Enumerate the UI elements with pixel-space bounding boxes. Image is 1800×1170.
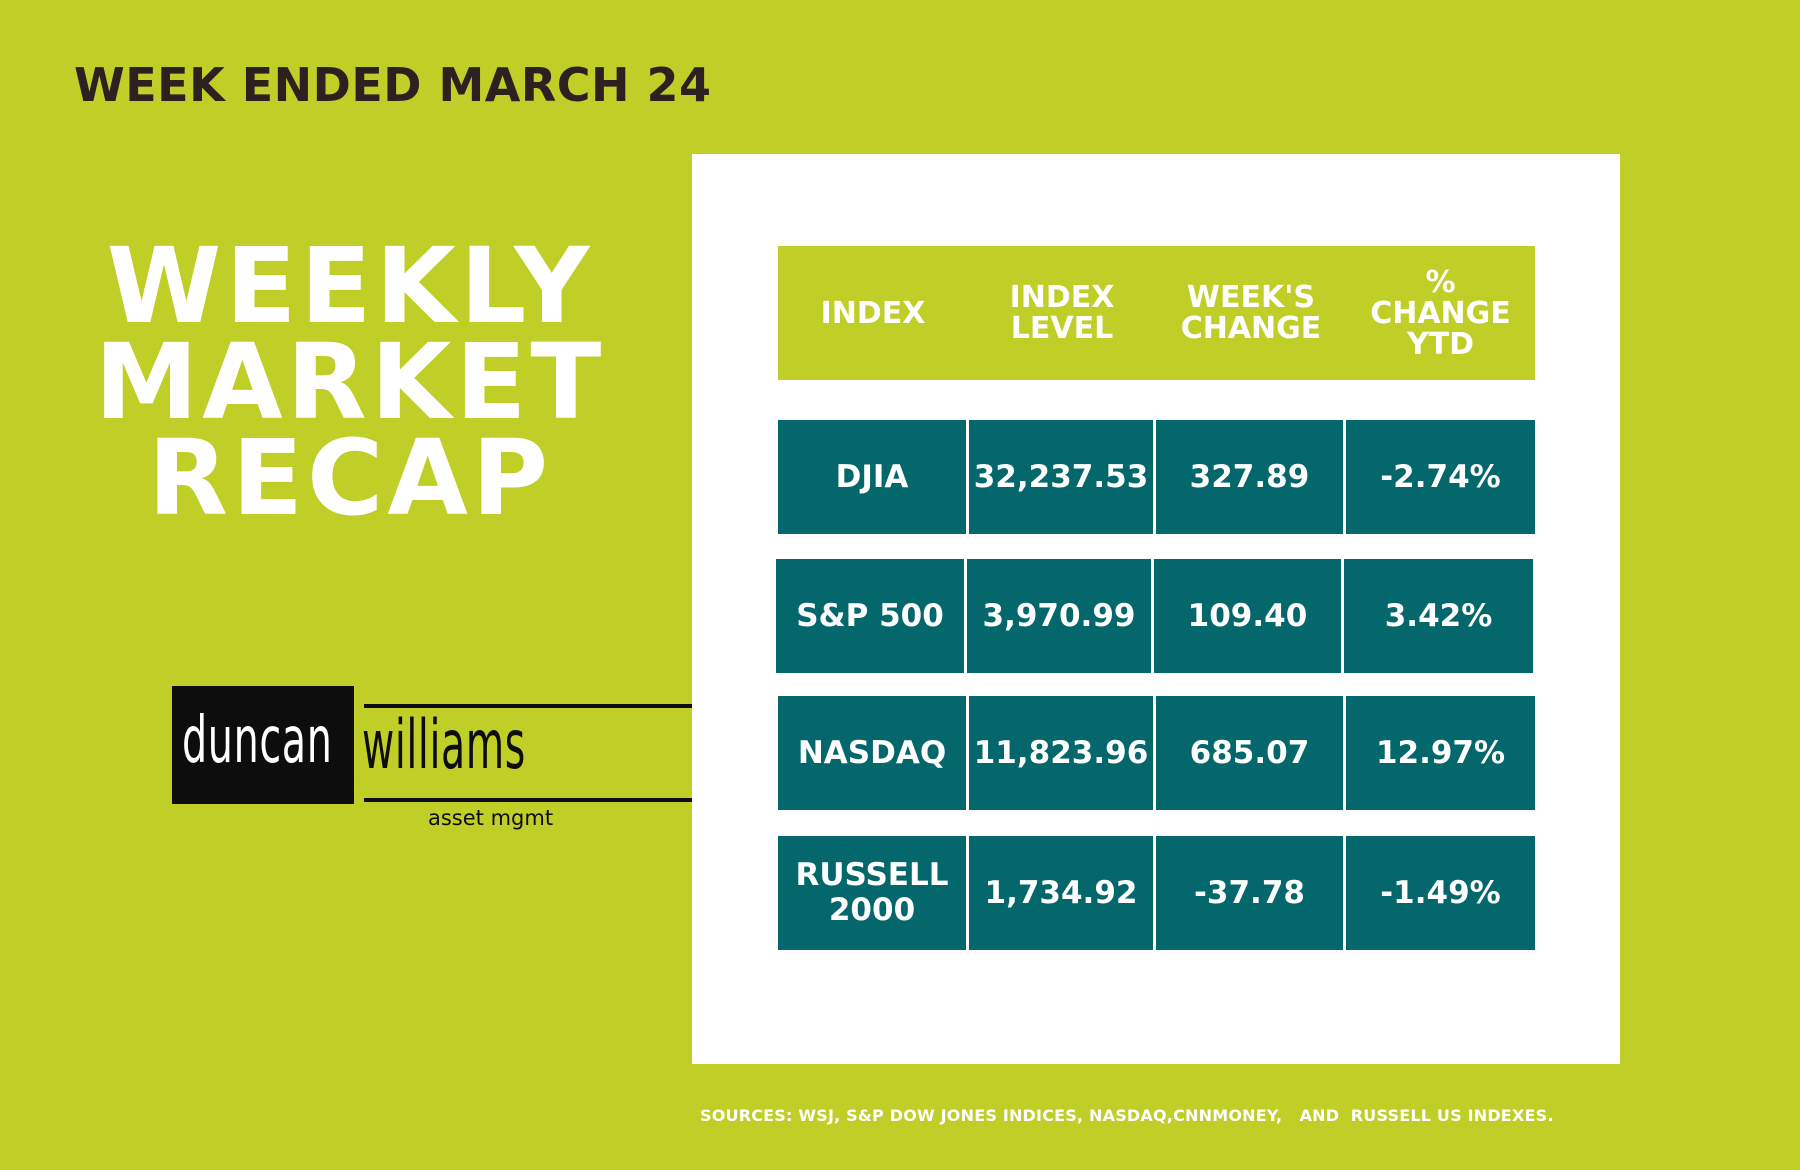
header-weeks-change: WEEK'S CHANGE — [1156, 246, 1346, 380]
cell-index-line1: RUSSELL — [795, 857, 949, 893]
table-header-row: INDEX INDEX LEVEL WEEK'S CHANGE % CHANGE… — [778, 246, 1535, 380]
cell-weeks-change: 327.89 — [1156, 420, 1343, 534]
logo-subtitle: asset mgmt — [428, 806, 554, 830]
logo-bottom-rule — [364, 798, 710, 802]
cell-index-level: 32,237.53 — [969, 420, 1153, 534]
cell-index-level: 11,823.96 — [969, 696, 1153, 810]
cell-index-level: 3,970.99 — [967, 559, 1151, 673]
cell-index: RUSSELL 2000 — [778, 836, 966, 950]
page-title: WEEKLY MARKET RECAP — [60, 225, 640, 539]
header-index: INDEX — [778, 246, 968, 380]
header-pct-line1: % — [1425, 264, 1456, 300]
cell-weeks-change: 109.40 — [1154, 559, 1341, 673]
title-line-3: RECAP — [147, 417, 553, 539]
header-weeks-change-line2: CHANGE — [1180, 311, 1322, 346]
header-index-level-line2: LEVEL — [1010, 311, 1114, 346]
logo-duncan-text: duncan — [182, 704, 333, 778]
week-ended-label: WEEK ENDED MARCH 24 — [74, 58, 712, 112]
cell-pct-ytd: -2.74% — [1346, 420, 1535, 534]
logo-black-box: duncan — [172, 686, 354, 804]
sources-footnote: SOURCES: WSJ, S&P DOW JONES INDICES, NAS… — [700, 1106, 1554, 1125]
cell-weeks-change: -37.78 — [1156, 836, 1343, 950]
logo-williams-text: williams — [362, 706, 526, 785]
table-row: S&P 500 3,970.99 109.40 3.42% — [776, 559, 1533, 673]
duncan-williams-logo: duncan williams asset mgmt — [172, 686, 710, 834]
title-line-2: MARKET — [94, 321, 606, 443]
table-row: RUSSELL 2000 1,734.92 -37.78 -1.49% — [778, 836, 1535, 950]
cell-pct-ytd: -1.49% — [1346, 836, 1535, 950]
header-index-level: INDEX LEVEL — [968, 246, 1156, 380]
title-line-1: WEEKLY — [106, 225, 594, 347]
header-pct-change-ytd: % CHANGE YTD — [1346, 246, 1535, 380]
header-index-line: INDEX — [820, 295, 926, 331]
cell-index: S&P 500 — [776, 559, 964, 673]
header-pct-line2: CHANGE — [1370, 295, 1511, 331]
cell-index: DJIA — [778, 420, 966, 534]
logo-top-rule — [364, 704, 710, 708]
cell-pct-ytd: 12.97% — [1346, 696, 1535, 810]
cell-index: NASDAQ — [778, 696, 966, 810]
table-row: NASDAQ 11,823.96 685.07 12.97% — [778, 696, 1535, 810]
cell-index-level: 1,734.92 — [969, 836, 1153, 950]
table-row: DJIA 32,237.53 327.89 -2.74% — [778, 420, 1535, 534]
header-pct-line3: YTD — [1406, 326, 1475, 362]
cell-weeks-change: 685.07 — [1156, 696, 1343, 810]
cell-pct-ytd: 3.42% — [1344, 559, 1533, 673]
header-weeks-change-line1: WEEK'S — [1186, 280, 1316, 315]
cell-index-line2: 2000 — [828, 892, 916, 928]
header-index-level-line1: INDEX — [1009, 280, 1115, 315]
